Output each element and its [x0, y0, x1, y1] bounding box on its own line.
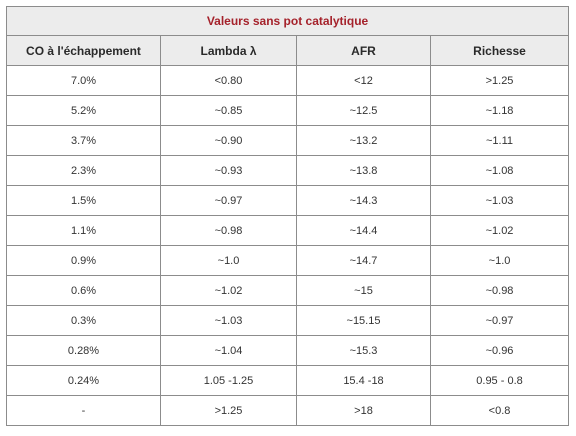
cell-lambda: <0.80 [160, 65, 297, 96]
table-body: 7.0% <0.80 <12 >1.25 5.2% ~0.85 ~12.5 ~1… [6, 65, 570, 426]
cell-lambda: ~0.90 [160, 125, 297, 156]
table-row: 0.3% ~1.03 ~15.15 ~0.97 [6, 305, 570, 336]
table-title-row: Valeurs sans pot catalytique [5, 6, 570, 36]
cell-richesse: ~1.18 [429, 95, 570, 126]
cell-richesse: ~1.02 [429, 215, 570, 246]
table-row: 1.1% ~0.98 ~14.4 ~1.02 [6, 215, 570, 246]
table-row: 0.28% ~1.04 ~15.3 ~0.96 [6, 335, 570, 366]
cell-richesse: ~0.96 [429, 335, 570, 366]
cell-co: 0.28% [6, 335, 161, 366]
table-row: 5.2% ~0.85 ~12.5 ~1.18 [6, 95, 570, 126]
cell-lambda: ~0.97 [160, 185, 297, 216]
cell-richesse: ~1.03 [429, 185, 570, 216]
cell-co: 3.7% [6, 125, 161, 156]
column-header-richesse: Richesse [429, 35, 570, 66]
cell-afr: ~14.7 [296, 245, 431, 276]
table-row: 3.7% ~0.90 ~13.2 ~1.11 [6, 125, 570, 156]
cell-afr: ~12.5 [296, 95, 431, 126]
table-row: 0.24% 1.05 -1.25 15.4 -18 0.95 - 0.8 [6, 365, 570, 396]
table-row: 2.3% ~0.93 ~13.8 ~1.08 [6, 155, 570, 186]
cell-afr: 15.4 -18 [296, 365, 431, 396]
cell-co: 1.5% [6, 185, 161, 216]
cell-lambda: ~0.98 [160, 215, 297, 246]
table-row: 7.0% <0.80 <12 >1.25 [6, 65, 570, 96]
cell-afr: ~13.2 [296, 125, 431, 156]
cell-afr: ~15 [296, 275, 431, 306]
cell-richesse: ~1.11 [429, 125, 570, 156]
cell-afr: ~15.3 [296, 335, 431, 366]
cell-co: 1.1% [6, 215, 161, 246]
cell-afr: <12 [296, 65, 431, 96]
cell-co: - [6, 395, 161, 426]
cell-afr: ~13.8 [296, 155, 431, 186]
table-row: - >1.25 >18 <0.8 [6, 395, 570, 426]
cell-lambda: ~0.93 [160, 155, 297, 186]
cell-richesse: 0.95 - 0.8 [429, 365, 570, 396]
cell-co: 2.3% [6, 155, 161, 186]
cell-afr: ~14.4 [296, 215, 431, 246]
table-header-row: CO à l'échappement Lambda λ AFR Richesse [6, 35, 570, 66]
cell-lambda: ~1.0 [160, 245, 297, 276]
cell-afr: ~14.3 [296, 185, 431, 216]
table-title: Valeurs sans pot catalytique [5, 6, 570, 36]
cell-afr: ~15.15 [296, 305, 431, 336]
cell-co: 0.24% [6, 365, 161, 396]
table-container: Valeurs sans pot catalytique CO à l'écha… [5, 6, 570, 426]
cell-co: 5.2% [6, 95, 161, 126]
cell-richesse: ~0.97 [429, 305, 570, 336]
cell-lambda: 1.05 -1.25 [160, 365, 297, 396]
table-row: 0.9% ~1.0 ~14.7 ~1.0 [6, 245, 570, 276]
cell-lambda: >1.25 [160, 395, 297, 426]
cell-richesse: >1.25 [429, 65, 570, 96]
cell-co: 0.9% [6, 245, 161, 276]
cell-richesse: ~0.98 [429, 275, 570, 306]
column-header-afr: AFR [296, 35, 431, 66]
column-header-lambda: Lambda λ [160, 35, 297, 66]
table-row: 1.5% ~0.97 ~14.3 ~1.03 [6, 185, 570, 216]
cell-lambda: ~1.03 [160, 305, 297, 336]
cell-richesse: <0.8 [429, 395, 570, 426]
cell-lambda: ~0.85 [160, 95, 297, 126]
cell-lambda: ~1.04 [160, 335, 297, 366]
cell-lambda: ~1.02 [160, 275, 297, 306]
table-row: 0.6% ~1.02 ~15 ~0.98 [6, 275, 570, 306]
cell-co: 7.0% [6, 65, 161, 96]
cell-richesse: ~1.08 [429, 155, 570, 186]
cell-co: 0.3% [6, 305, 161, 336]
cell-richesse: ~1.0 [429, 245, 570, 276]
cell-co: 0.6% [6, 275, 161, 306]
column-header-co: CO à l'échappement [6, 35, 161, 66]
catalytic-values-table: Valeurs sans pot catalytique CO à l'écha… [5, 6, 570, 426]
cell-afr: >18 [296, 395, 431, 426]
